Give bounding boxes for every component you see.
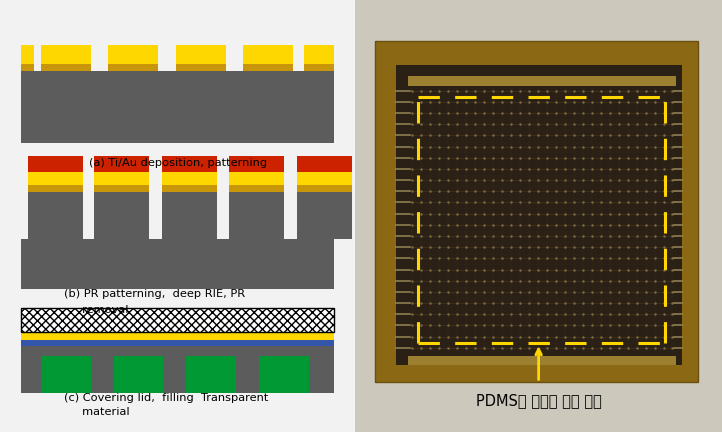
Bar bbox=[162, 185, 217, 192]
Bar bbox=[162, 172, 217, 185]
Bar bbox=[22, 332, 334, 340]
Bar bbox=[22, 340, 334, 346]
Bar bbox=[22, 340, 334, 346]
Bar bbox=[28, 156, 84, 172]
Bar bbox=[229, 172, 284, 185]
Bar bbox=[396, 65, 682, 365]
Bar bbox=[94, 172, 149, 185]
Bar bbox=[243, 64, 293, 71]
Bar bbox=[22, 346, 334, 393]
Bar bbox=[22, 45, 34, 64]
Bar bbox=[259, 356, 309, 393]
Bar bbox=[304, 45, 334, 64]
Bar bbox=[297, 156, 352, 172]
Bar bbox=[108, 45, 158, 64]
Bar bbox=[22, 308, 334, 332]
Bar bbox=[297, 172, 352, 185]
Bar bbox=[229, 185, 284, 192]
Bar bbox=[409, 76, 676, 86]
Text: PDMS가 채워진 금속 패드: PDMS가 채워진 금속 패드 bbox=[476, 394, 601, 408]
Bar bbox=[113, 356, 163, 393]
Bar bbox=[186, 356, 236, 393]
Bar bbox=[41, 356, 90, 393]
Bar bbox=[22, 332, 334, 340]
Text: (c) Covering lid,  filling  Transparent: (c) Covering lid, filling Transparent bbox=[64, 393, 269, 403]
Bar bbox=[176, 64, 225, 71]
Bar bbox=[162, 156, 217, 172]
Bar bbox=[229, 156, 284, 172]
Bar bbox=[176, 45, 225, 64]
Bar bbox=[28, 192, 84, 239]
Bar bbox=[162, 192, 217, 239]
Bar bbox=[409, 356, 676, 365]
Bar bbox=[375, 41, 698, 382]
Bar bbox=[304, 64, 334, 71]
Bar bbox=[108, 64, 158, 71]
Bar bbox=[41, 64, 90, 71]
Bar bbox=[22, 239, 334, 289]
Bar bbox=[22, 64, 34, 71]
Bar bbox=[28, 185, 84, 192]
Text: (b) PR patterning,  deep RIE, PR: (b) PR patterning, deep RIE, PR bbox=[64, 289, 245, 299]
Text: (a) Ti/Au deposition, patterning: (a) Ti/Au deposition, patterning bbox=[89, 158, 266, 168]
Bar bbox=[297, 185, 352, 192]
Bar bbox=[94, 156, 149, 172]
Bar bbox=[94, 192, 149, 239]
Bar bbox=[297, 192, 352, 239]
Bar bbox=[22, 71, 334, 143]
Bar bbox=[28, 172, 84, 185]
Bar bbox=[243, 45, 293, 64]
Text: removal: removal bbox=[64, 305, 129, 314]
Text: material: material bbox=[64, 407, 129, 417]
Bar bbox=[41, 45, 90, 64]
Bar bbox=[94, 185, 149, 192]
Bar bbox=[229, 192, 284, 239]
